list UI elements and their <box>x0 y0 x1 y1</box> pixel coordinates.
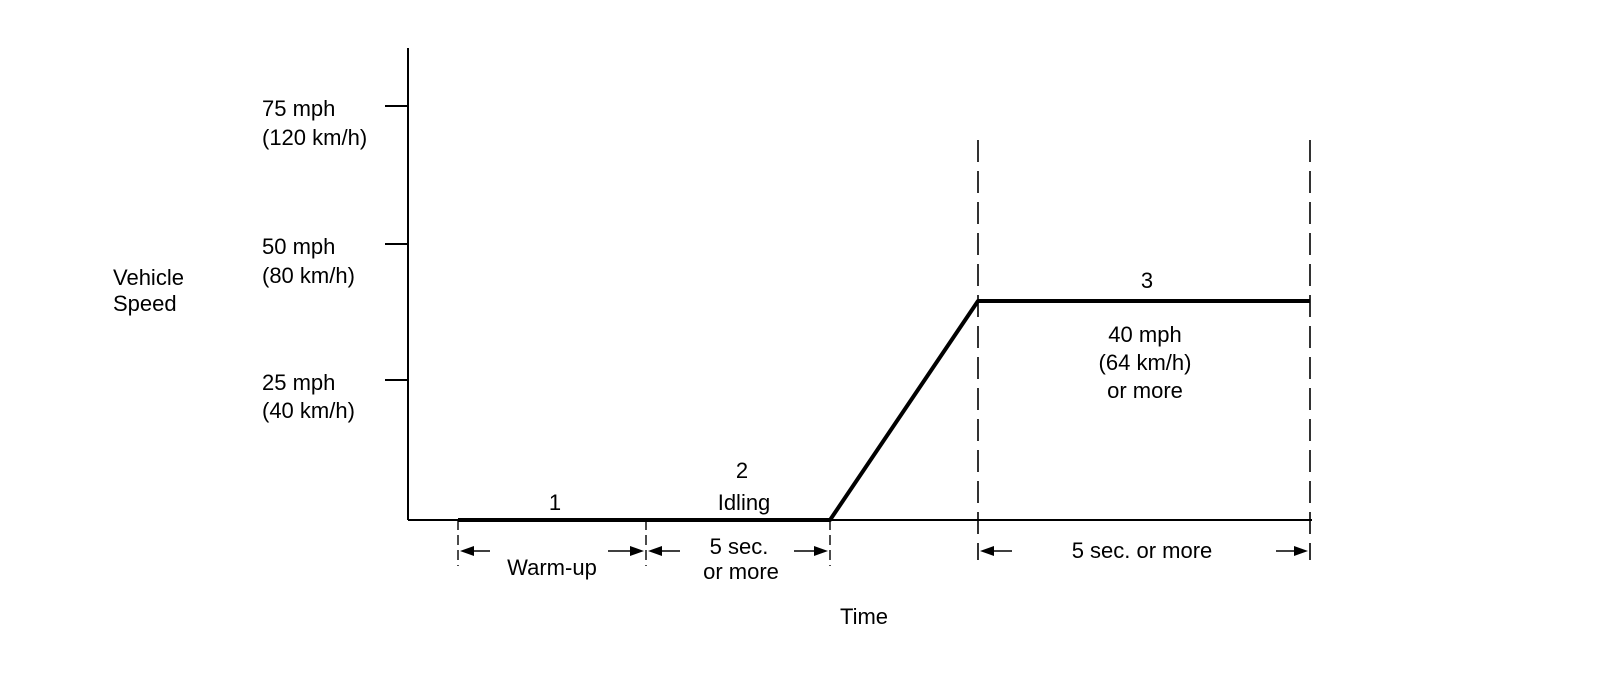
phase1-duration: Warm-up <box>507 555 597 580</box>
x-axis-label: Time <box>840 604 888 629</box>
phase3-number: 3 <box>1141 268 1153 293</box>
warmup-arrow-right-head <box>630 546 644 556</box>
tick-label-50-mph-line2: (80 km/h) <box>262 263 355 288</box>
phase3-arrow-left-head <box>980 546 994 556</box>
phase3-arrow-right-head <box>1294 546 1308 556</box>
phase2-number: 2 <box>736 458 748 483</box>
tick-label-50-mph-line1: 50 mph <box>262 234 335 259</box>
phase3-duration: 5 sec. or more <box>1072 538 1213 563</box>
phase2-duration-line1: 5 sec. <box>710 534 769 559</box>
phase1-number: 1 <box>549 490 561 515</box>
warmup-arrow-left-head <box>460 546 474 556</box>
tick-label-75-mph-line2: (120 km/h) <box>262 125 367 150</box>
speed-profile <box>458 299 1310 522</box>
phase2-name: Idling <box>718 490 771 515</box>
y-axis-label-line1: Vehicle <box>113 265 184 290</box>
phase2-duration-line2: or more <box>703 559 779 584</box>
phase3-speed-line2: (64 km/h) <box>1099 350 1192 375</box>
phase3-speed-line3: or more <box>1107 378 1183 403</box>
y-axis-label-line2: Speed <box>113 291 177 316</box>
phase3-speed-line1: 40 mph <box>1108 322 1181 347</box>
tick-label-75-mph-line1: 75 mph <box>262 96 335 121</box>
tick-label-25-mph-line2: (40 km/h) <box>262 398 355 423</box>
idle-arrow-left-head <box>648 546 662 556</box>
dimension-markers <box>457 520 1308 566</box>
tick-label-25-mph-line1: 25 mph <box>262 370 335 395</box>
idle-arrow-right-head <box>814 546 828 556</box>
